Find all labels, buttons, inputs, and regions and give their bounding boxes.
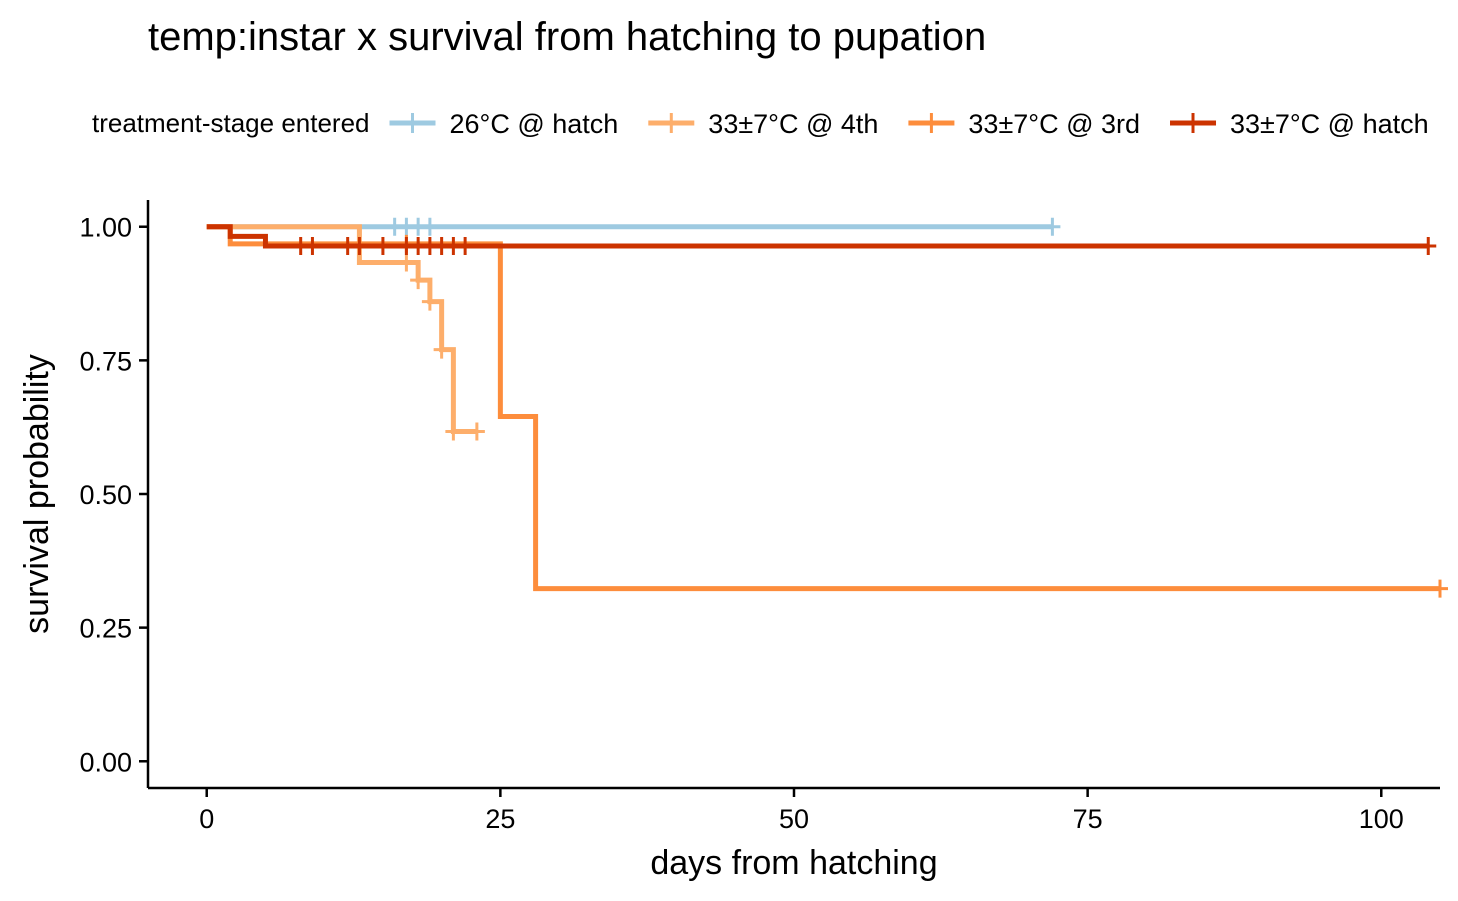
legend-label: 33±7°C @ 3rd bbox=[968, 109, 1140, 139]
series-line bbox=[206, 224, 477, 434]
censor-mark bbox=[445, 422, 462, 441]
censor-mark bbox=[410, 271, 427, 290]
y-tick-label: 0.25 bbox=[79, 614, 132, 644]
legend-item: 26°C @ hatch bbox=[389, 109, 619, 139]
x-axis-title: days from hatching bbox=[650, 844, 937, 882]
legend-label: 33±7°C @ hatch bbox=[1230, 109, 1429, 139]
y-tick-label: 0.50 bbox=[79, 480, 132, 510]
legend-label: 33±7°C @ 4th bbox=[708, 109, 878, 139]
censor-mark bbox=[304, 236, 321, 255]
plot-area bbox=[206, 217, 1448, 598]
y-tick-label: 1.00 bbox=[79, 213, 132, 243]
x-tick-label: 50 bbox=[779, 804, 809, 834]
series-3 bbox=[206, 224, 1437, 255]
legend-item: 33±7°C @ 4th bbox=[648, 109, 878, 139]
legend: treatment-stage entered 26°C @ hatch 33±7… bbox=[92, 108, 1429, 139]
series-1 bbox=[206, 224, 485, 441]
axes: 0 25 50 75 100 0.00 0.25 0.50 0.75 1.00 bbox=[79, 200, 1440, 834]
series-line bbox=[206, 224, 1440, 592]
chart-title: temp:instar x survival from hatching to … bbox=[148, 15, 986, 59]
censor-mark bbox=[421, 217, 438, 236]
censor-mark bbox=[374, 236, 391, 255]
censor-mark bbox=[398, 253, 415, 272]
censor-mark bbox=[1432, 579, 1448, 598]
y-axis-title: survival probability bbox=[18, 354, 56, 634]
censor-mark bbox=[433, 340, 450, 359]
censor-mark bbox=[421, 292, 438, 311]
legend-item: 33±7°C @ 3rd bbox=[908, 109, 1140, 139]
censor-mark bbox=[457, 236, 474, 255]
y-tick-label: 0.75 bbox=[79, 346, 132, 376]
censor-mark bbox=[468, 422, 485, 441]
x-tick-label: 75 bbox=[1073, 804, 1103, 834]
censor-mark bbox=[1420, 236, 1437, 255]
legend-item: 33±7°C @ hatch bbox=[1170, 109, 1429, 139]
series-2 bbox=[206, 224, 1448, 598]
x-tick-label: 100 bbox=[1359, 804, 1404, 834]
censor-mark bbox=[1044, 217, 1061, 236]
legend-label: 26°C @ hatch bbox=[450, 109, 619, 139]
x-tick-label: 0 bbox=[199, 804, 214, 834]
y-tick-label: 0.00 bbox=[79, 747, 132, 777]
censor-mark bbox=[351, 236, 368, 255]
legend-title: treatment-stage entered bbox=[92, 108, 370, 138]
x-tick-label: 25 bbox=[485, 804, 515, 834]
